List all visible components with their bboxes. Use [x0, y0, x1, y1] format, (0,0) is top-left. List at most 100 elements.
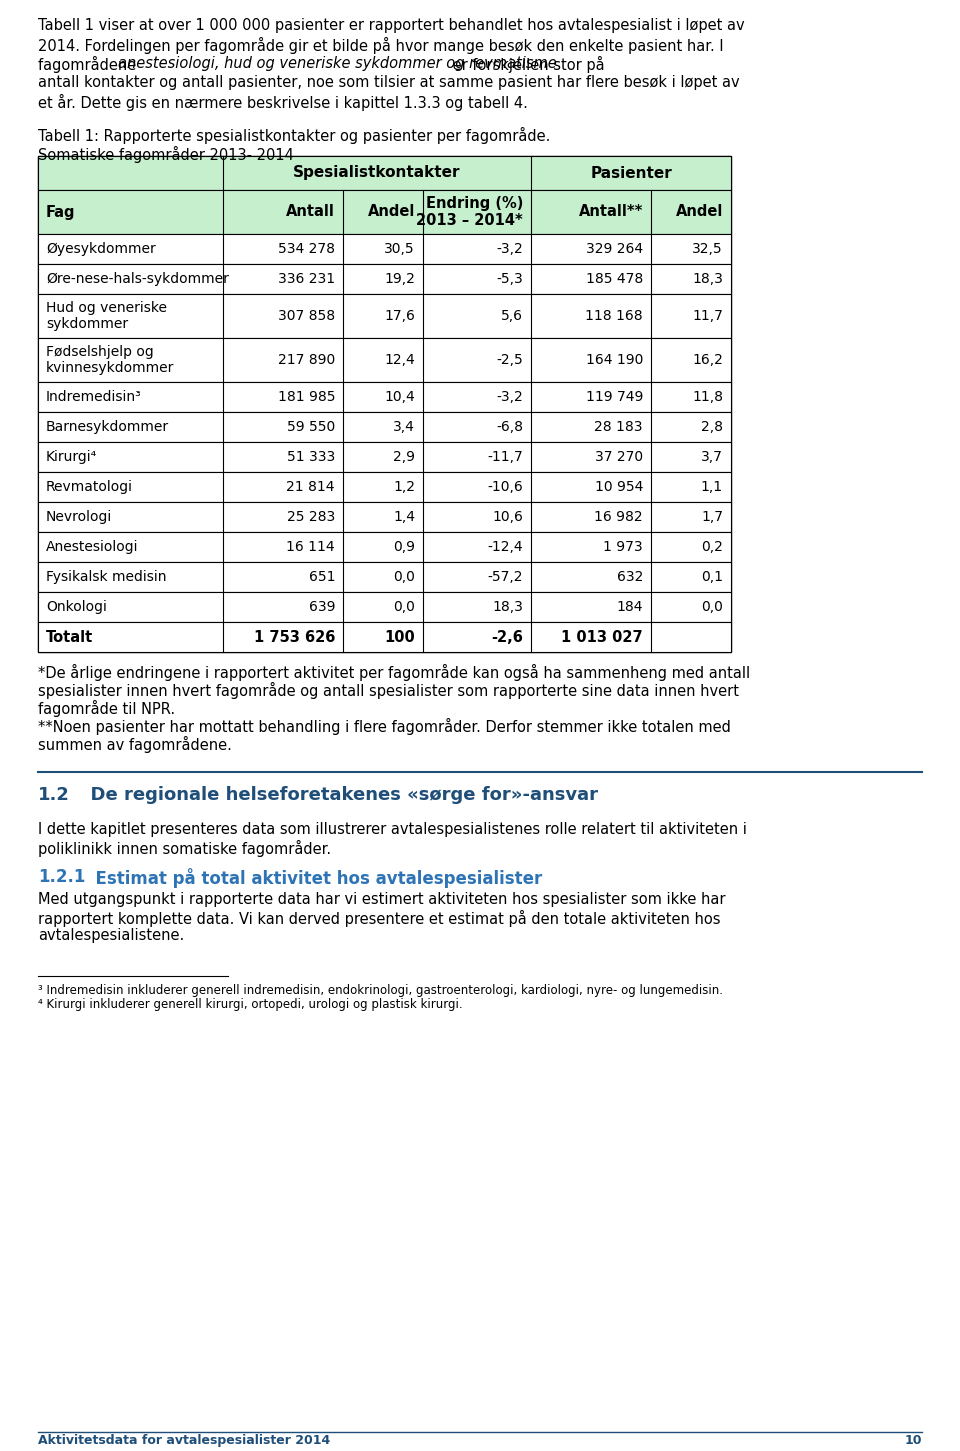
- Text: 10,6: 10,6: [492, 509, 523, 524]
- Text: 18,3: 18,3: [692, 271, 723, 286]
- Text: 2,9: 2,9: [393, 450, 415, 464]
- Text: 1,4: 1,4: [393, 509, 415, 524]
- Text: 59 550: 59 550: [287, 419, 335, 434]
- Text: antall kontakter og antall pasienter, noe som tilsier at samme pasient har flere: antall kontakter og antall pasienter, no…: [38, 75, 739, 90]
- Text: Tabell 1 viser at over 1 000 000 pasienter er rapportert behandlet hos avtalespe: Tabell 1 viser at over 1 000 000 pasient…: [38, 17, 745, 33]
- Text: -2,5: -2,5: [496, 353, 523, 367]
- Text: **Noen pasienter har mottatt behandling i flere fagområder. Derfor stemmer ikke : **Noen pasienter har mottatt behandling …: [38, 718, 731, 736]
- Text: Fysikalsk medisin: Fysikalsk medisin: [46, 570, 166, 583]
- Text: 1,2: 1,2: [393, 480, 415, 493]
- Text: Somatiske fagområder 2013- 2014: Somatiske fagområder 2013- 2014: [38, 147, 294, 163]
- Text: 32,5: 32,5: [692, 242, 723, 255]
- Text: avtalespesialistene.: avtalespesialistene.: [38, 929, 184, 943]
- Text: 0,0: 0,0: [394, 570, 415, 583]
- Text: Totalt: Totalt: [46, 630, 93, 644]
- Text: 17,6: 17,6: [384, 309, 415, 324]
- Text: Andel: Andel: [368, 205, 415, 219]
- Text: 164 190: 164 190: [586, 353, 643, 367]
- Bar: [38, 622, 731, 651]
- Text: Onkologi: Onkologi: [46, 601, 107, 614]
- Text: 19,2: 19,2: [384, 271, 415, 286]
- Text: 16 114: 16 114: [286, 540, 335, 554]
- Text: 181 985: 181 985: [277, 390, 335, 403]
- Text: -2,6: -2,6: [492, 630, 523, 644]
- Bar: [38, 295, 731, 338]
- Text: -10,6: -10,6: [488, 480, 523, 493]
- Bar: [38, 592, 731, 622]
- Text: 119 749: 119 749: [586, 390, 643, 403]
- Text: 1 973: 1 973: [604, 540, 643, 554]
- Text: Andel: Andel: [676, 205, 723, 219]
- Text: 0,9: 0,9: [393, 540, 415, 554]
- Bar: [38, 338, 731, 382]
- Text: ³ Indremedisin inkluderer generell indremedisin, endokrinologi, gastroenterologi: ³ Indremedisin inkluderer generell indre…: [38, 984, 723, 997]
- Text: fagområde til NPR.: fagområde til NPR.: [38, 699, 175, 717]
- Bar: [38, 502, 731, 533]
- Text: *De årlige endringene i rapportert aktivitet per fagområde kan også ha sammenhen: *De årlige endringene i rapportert aktiv…: [38, 665, 750, 681]
- Text: Endring (%)
2013 – 2014*: Endring (%) 2013 – 2014*: [417, 196, 523, 228]
- Text: 28 183: 28 183: [594, 419, 643, 434]
- Bar: [38, 562, 731, 592]
- Text: er forskjellen stor på: er forskjellen stor på: [448, 57, 605, 73]
- Text: -6,8: -6,8: [496, 419, 523, 434]
- Text: Indremedisin³: Indremedisin³: [46, 390, 142, 403]
- Text: 307 858: 307 858: [277, 309, 335, 324]
- Text: 1,7: 1,7: [701, 509, 723, 524]
- Text: 329 264: 329 264: [586, 242, 643, 255]
- Text: 18,3: 18,3: [492, 601, 523, 614]
- Text: Nevrologi: Nevrologi: [46, 509, 112, 524]
- Text: Øyesykdommer: Øyesykdommer: [46, 242, 156, 255]
- Text: Barnesykdommer: Barnesykdommer: [46, 419, 169, 434]
- Text: Øre-nese-hals-sykdommer: Øre-nese-hals-sykdommer: [46, 271, 228, 286]
- Text: 651: 651: [308, 570, 335, 583]
- Text: poliklinikk innen somatiske fagområder.: poliklinikk innen somatiske fagområder.: [38, 840, 331, 858]
- Text: 0,2: 0,2: [701, 540, 723, 554]
- Text: Anestesiologi: Anestesiologi: [46, 540, 138, 554]
- Text: rapportert komplette data. Vi kan derved presentere et estimat på den totale akt: rapportert komplette data. Vi kan derved…: [38, 910, 721, 927]
- Text: 100: 100: [384, 630, 415, 644]
- Text: 37 270: 37 270: [595, 450, 643, 464]
- Text: De regionale helseforetakenes «sørge for»-ansvar: De regionale helseforetakenes «sørge for…: [78, 786, 598, 804]
- Text: 0,1: 0,1: [701, 570, 723, 583]
- Text: 1.2.1: 1.2.1: [38, 868, 85, 887]
- Text: -57,2: -57,2: [488, 570, 523, 583]
- Text: 10 954: 10 954: [594, 480, 643, 493]
- Bar: [38, 412, 731, 443]
- Text: 184: 184: [616, 601, 643, 614]
- Text: 16,2: 16,2: [692, 353, 723, 367]
- Bar: [38, 533, 731, 562]
- Text: 185 478: 185 478: [586, 271, 643, 286]
- Text: et år. Dette gis en nærmere beskrivelse i kapittel 1.3.3 og tabell 4.: et år. Dette gis en nærmere beskrivelse …: [38, 94, 528, 112]
- Text: 0,0: 0,0: [701, 601, 723, 614]
- Text: 1 013 027: 1 013 027: [562, 630, 643, 644]
- Text: Fag: Fag: [46, 205, 76, 219]
- Bar: [38, 157, 731, 651]
- Text: 21 814: 21 814: [286, 480, 335, 493]
- Text: -3,2: -3,2: [496, 242, 523, 255]
- Text: 25 283: 25 283: [287, 509, 335, 524]
- Text: anestesiologi, hud og veneriske sykdommer og revmatisme: anestesiologi, hud og veneriske sykdomme…: [118, 57, 557, 71]
- Text: Med utgangspunkt i rapporterte data har vi estimert aktiviteten hos spesialister: Med utgangspunkt i rapporterte data har …: [38, 892, 726, 907]
- Bar: [38, 472, 731, 502]
- Text: 10: 10: [904, 1434, 922, 1447]
- Text: -3,2: -3,2: [496, 390, 523, 403]
- Text: 10,4: 10,4: [384, 390, 415, 403]
- Text: Kirurgi⁴: Kirurgi⁴: [46, 450, 97, 464]
- Text: summen av fagområdene.: summen av fagområdene.: [38, 736, 232, 753]
- Text: 632: 632: [616, 570, 643, 583]
- Text: 51 333: 51 333: [287, 450, 335, 464]
- Text: 639: 639: [308, 601, 335, 614]
- Text: Tabell 1: Rapporterte spesialistkontakter og pasienter per fagområde.: Tabell 1: Rapporterte spesialistkontakte…: [38, 128, 550, 144]
- Text: Estimat på total aktivitet hos avtalespesialister: Estimat på total aktivitet hos avtalespe…: [84, 868, 542, 888]
- Bar: [38, 157, 731, 190]
- Text: 2014. Fordelingen per fagområde gir et bilde på hvor mange besøk den enkelte pas: 2014. Fordelingen per fagområde gir et b…: [38, 36, 724, 54]
- Text: 16 982: 16 982: [594, 509, 643, 524]
- Bar: [38, 443, 731, 472]
- Bar: [38, 190, 731, 234]
- Text: Antall: Antall: [286, 205, 335, 219]
- Text: 5,6: 5,6: [501, 309, 523, 324]
- Text: Pasienter: Pasienter: [590, 165, 672, 180]
- Text: Spesialistkontakter: Spesialistkontakter: [293, 165, 461, 180]
- Text: ⁴ Kirurgi inkluderer generell kirurgi, ortopedi, urologi og plastisk kirurgi.: ⁴ Kirurgi inkluderer generell kirurgi, o…: [38, 998, 463, 1011]
- Text: I dette kapitlet presenteres data som illustrerer avtalespesialistenes rolle rel: I dette kapitlet presenteres data som il…: [38, 823, 747, 837]
